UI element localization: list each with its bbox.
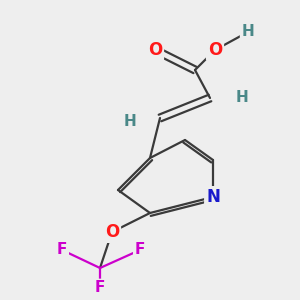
Text: H: H [124, 113, 136, 128]
Text: O: O [105, 223, 119, 241]
Text: F: F [57, 242, 67, 257]
Text: H: H [242, 25, 254, 40]
Text: O: O [148, 41, 162, 59]
Text: H: H [236, 91, 248, 106]
Text: F: F [135, 242, 145, 257]
Text: F: F [95, 280, 105, 296]
Text: O: O [208, 41, 222, 59]
Text: N: N [206, 188, 220, 206]
